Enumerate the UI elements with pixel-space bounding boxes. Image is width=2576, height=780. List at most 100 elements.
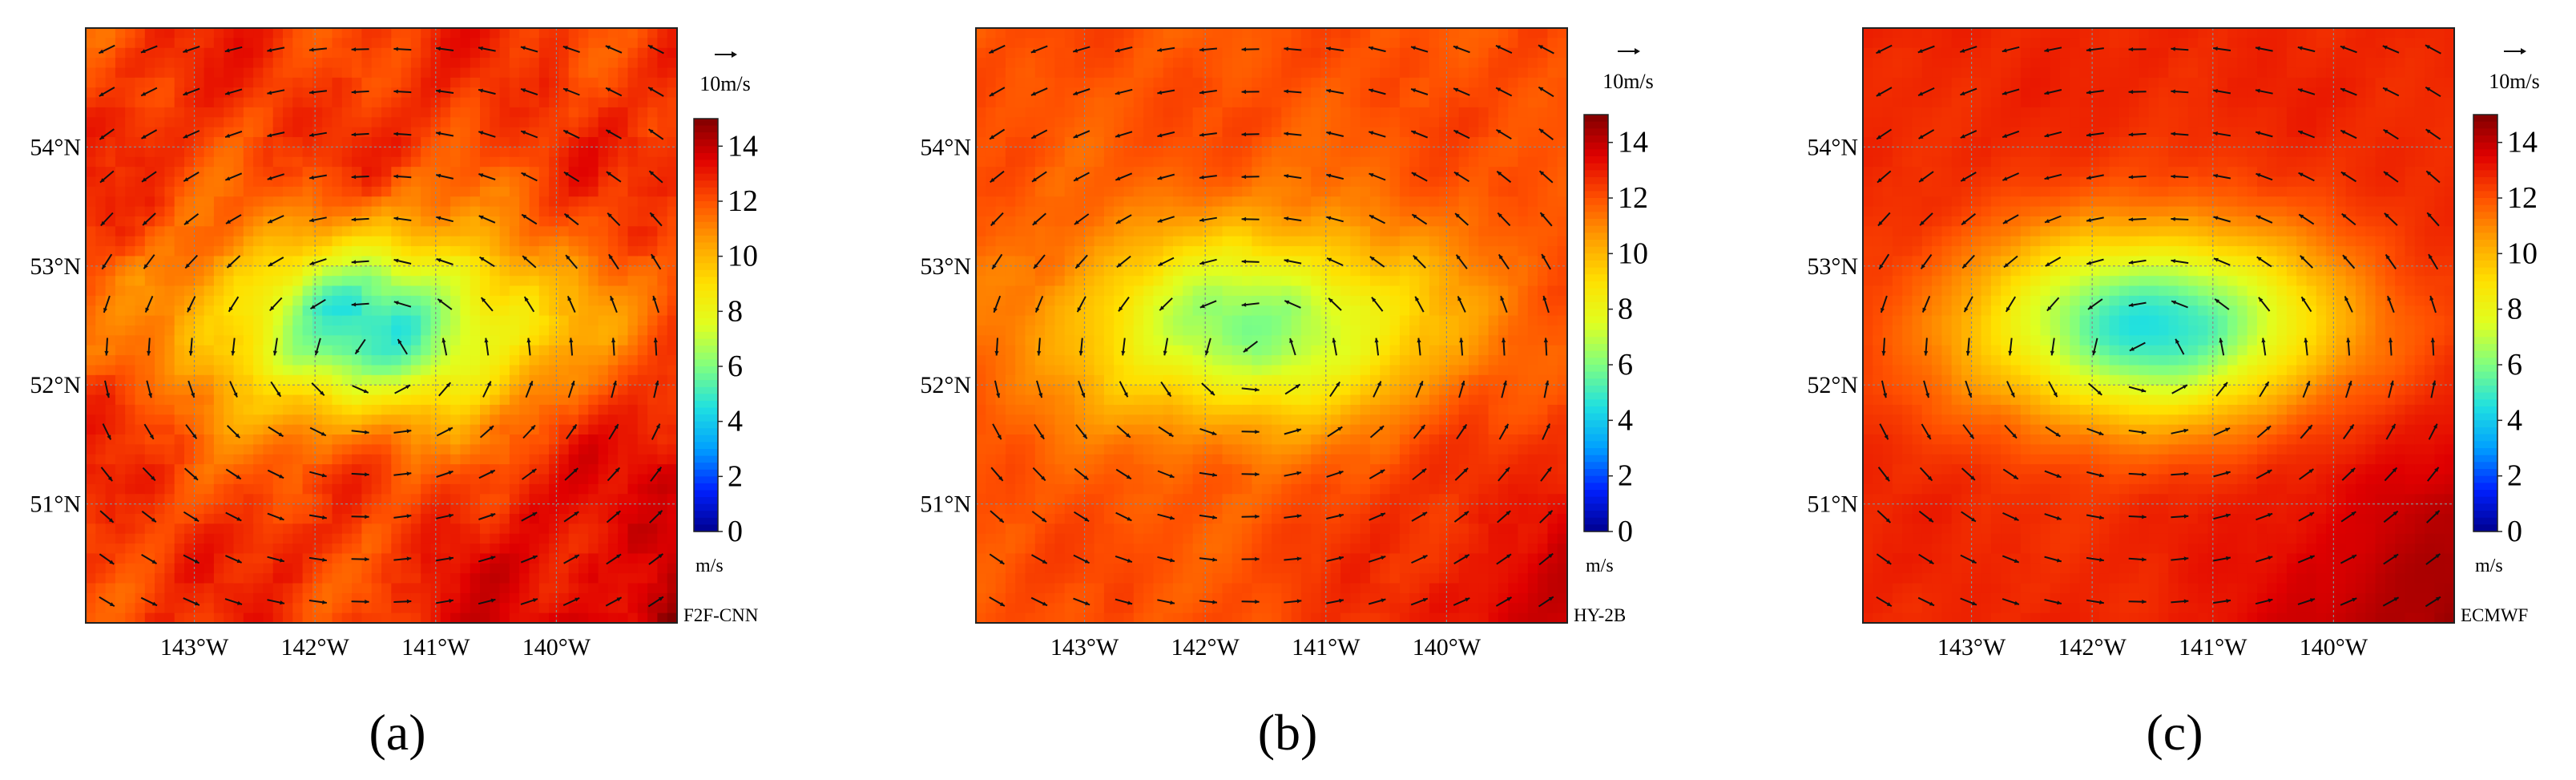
field-cell [371, 315, 382, 326]
wind-arrow-head [99, 92, 104, 96]
field-cell [519, 295, 530, 306]
field-cell [263, 107, 274, 118]
field-cell [1094, 285, 1105, 297]
field-cell [440, 414, 451, 426]
field-cell [341, 385, 353, 396]
field-cell [667, 474, 677, 485]
field-cell [410, 58, 421, 69]
field-cell [283, 137, 293, 148]
field-cell [213, 544, 224, 555]
field-cell [667, 335, 677, 346]
field-cell [361, 236, 373, 247]
field-cell [588, 246, 599, 257]
field-cell [667, 156, 677, 168]
field-cell [976, 176, 986, 188]
field-cell [421, 147, 432, 158]
field-cell [976, 394, 986, 406]
vector-key: 10m/s [699, 51, 751, 95]
field-cell [995, 503, 1006, 515]
field-cell [125, 424, 136, 435]
field-cell [125, 305, 136, 317]
field-cell [174, 583, 185, 594]
field-cell [588, 513, 599, 524]
field-cell [538, 216, 550, 227]
field-cell [371, 583, 382, 594]
field-cell [194, 404, 205, 415]
field-cell [272, 28, 284, 38]
field-cell [618, 265, 629, 277]
field-cell [1025, 563, 1036, 574]
field-cell [341, 117, 353, 128]
field-cell [598, 147, 609, 158]
field-cell [509, 483, 520, 495]
field-cell [538, 47, 550, 59]
field-cell [578, 474, 589, 485]
field-cell [499, 464, 510, 475]
field-cell [588, 216, 599, 227]
field-cell [155, 444, 165, 455]
field-cell [538, 107, 550, 118]
field-cell [637, 394, 648, 406]
field-cell [995, 58, 1006, 69]
field-cell [1054, 533, 1066, 544]
field-cell [174, 563, 185, 574]
field-cell [1034, 58, 1046, 69]
field-cell [1114, 295, 1125, 306]
field-cell [995, 265, 1006, 277]
field-cell [450, 494, 461, 505]
field-cell [588, 196, 599, 208]
field-cell [558, 137, 570, 148]
field-cell [204, 107, 215, 118]
field-cell [253, 285, 264, 297]
field-cell [224, 444, 235, 455]
field-cell [1034, 355, 1046, 366]
colorbar-segment [694, 194, 718, 202]
field-cell [499, 196, 510, 208]
field-cell [361, 137, 373, 148]
field-cell [1094, 147, 1105, 158]
field-cell [529, 276, 540, 287]
field-cell [341, 494, 353, 505]
field-cell [135, 444, 146, 455]
field-cell [647, 573, 658, 584]
field-cell [135, 265, 146, 277]
field-cell [115, 276, 126, 287]
field-cell [607, 483, 619, 495]
field-cell [361, 246, 373, 257]
field-cell [509, 374, 520, 386]
field-cell [1074, 285, 1085, 297]
wind-vectors [98, 44, 664, 608]
field-cell [509, 97, 520, 108]
field-cell [549, 206, 559, 217]
field-cell [312, 38, 323, 49]
field-cell [1054, 573, 1066, 584]
field-cell [509, 573, 520, 584]
field-cell [1114, 563, 1125, 574]
field-cell [302, 167, 313, 178]
field-cell [401, 494, 412, 505]
field-cell [361, 176, 373, 188]
colorbar-segment [694, 311, 718, 319]
field-cell [1094, 513, 1105, 524]
field-cell [1025, 107, 1036, 118]
field-cell [986, 97, 997, 108]
field-cell [194, 464, 205, 475]
field-cell [341, 216, 353, 227]
wind-arrow-head [393, 46, 398, 51]
field-cell [598, 295, 609, 306]
field-cell [578, 67, 589, 79]
field-cell [529, 563, 540, 574]
field-cell [361, 612, 373, 623]
field-cell [184, 77, 195, 88]
field-cell [115, 494, 126, 505]
field-cell [410, 434, 421, 445]
field-cell [421, 226, 432, 237]
field-cell [371, 544, 382, 555]
field-cell [332, 553, 343, 564]
field-cell [302, 544, 313, 555]
field-cell [430, 107, 441, 118]
field-cell [490, 295, 501, 306]
field-cell [263, 503, 274, 515]
field-cell [144, 494, 155, 505]
field-cell [1094, 573, 1105, 584]
